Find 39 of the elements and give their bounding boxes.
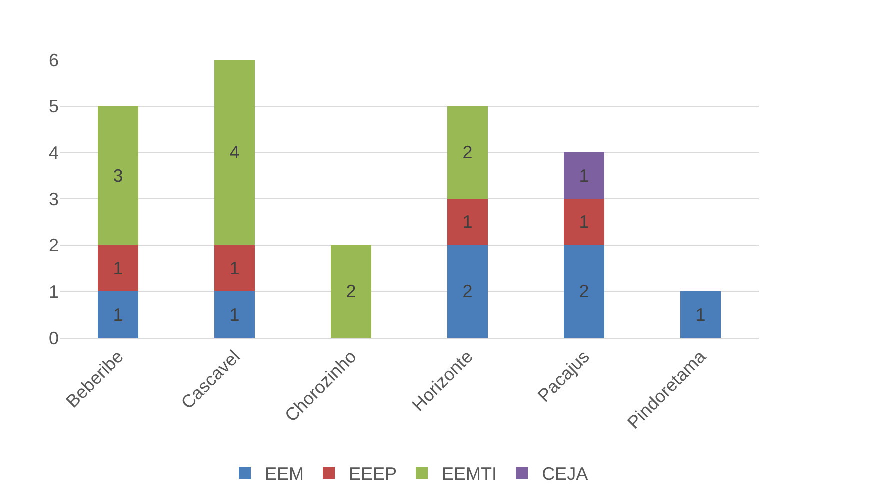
bar (214, 60, 256, 246)
data-label: 2 (346, 282, 356, 302)
data-label: 1 (113, 304, 124, 325)
y-tick-label: 1 (48, 282, 59, 302)
legend-label: EEM (265, 464, 304, 484)
bar (447, 106, 488, 199)
bar (680, 292, 722, 338)
bar (564, 199, 605, 246)
y-tick-label: 3 (48, 189, 59, 210)
data-label: 1 (230, 258, 240, 278)
legend-label: CEJA (542, 464, 588, 484)
bar (98, 245, 139, 292)
data-label: 2 (579, 282, 590, 302)
bar (214, 292, 256, 338)
bar (447, 245, 488, 338)
bar (98, 106, 139, 246)
data-label: 1 (113, 258, 124, 278)
y-tick-label: 5 (48, 96, 59, 117)
data-label: 1 (579, 166, 590, 186)
bar (447, 199, 488, 246)
data-label: 2 (462, 282, 473, 302)
legend-label: EEEP (349, 464, 398, 484)
data-label: 2 (462, 142, 473, 163)
bar (98, 292, 139, 338)
data-label: 3 (113, 166, 124, 186)
y-tick-label: 4 (48, 142, 59, 163)
y-tick-label: 0 (48, 328, 59, 348)
bar (214, 245, 256, 292)
data-label: 4 (230, 142, 240, 163)
data-label: 1 (579, 212, 590, 232)
data-label: 1 (230, 304, 240, 325)
y-tick-label: 6 (48, 50, 59, 70)
legend-label: EEMTI (442, 464, 498, 484)
bar (330, 245, 372, 338)
y-tick-label: 2 (48, 236, 59, 256)
bar (564, 152, 605, 199)
data-label: 1 (696, 304, 706, 325)
data-label: 1 (462, 212, 473, 232)
bar (564, 245, 605, 338)
